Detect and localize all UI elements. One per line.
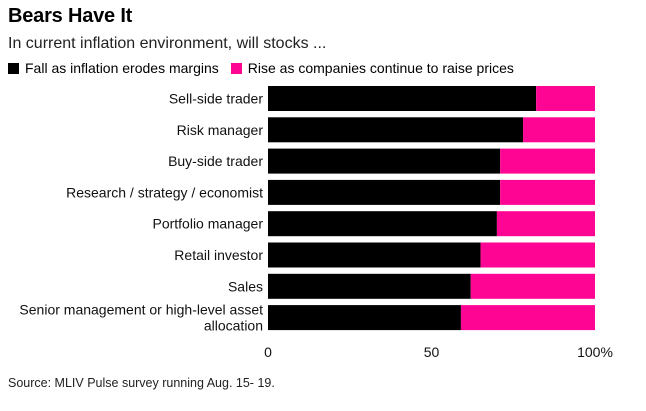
legend-label-fall: Fall as inflation erodes margins bbox=[25, 60, 219, 76]
category-label-2: Buy-side trader bbox=[168, 153, 263, 169]
chart-subtitle: In current inflation environment, will s… bbox=[8, 35, 327, 52]
bar-fall-5 bbox=[268, 242, 481, 268]
bar-rise-6 bbox=[470, 273, 595, 299]
bar-rise-7 bbox=[460, 305, 595, 331]
chart-title: Bears Have It bbox=[8, 5, 133, 27]
category-label-0: Sell-side trader bbox=[169, 91, 263, 107]
x-tick-label-1: 50 bbox=[424, 344, 440, 360]
legend: Fall as inflation erodes margins Rise as… bbox=[8, 60, 526, 76]
bar-fall-3 bbox=[268, 179, 501, 205]
category-label-7-line-0: Senior management or high-level asset bbox=[19, 302, 263, 318]
bar-rise-1 bbox=[523, 117, 595, 143]
legend-item-rise: Rise as companies continue to raise pric… bbox=[230, 60, 514, 76]
bar-fall-4 bbox=[268, 211, 497, 237]
bar-fall-7 bbox=[268, 305, 461, 331]
bar-rise-0 bbox=[536, 86, 595, 111]
source-note: Source: MLIV Pulse survey running Aug. 1… bbox=[8, 376, 275, 390]
x-tick-label-0: 0 bbox=[264, 344, 272, 360]
category-label-5: Retail investor bbox=[174, 247, 263, 263]
bar-fall-0 bbox=[268, 86, 537, 111]
x-tick-label-2: 100% bbox=[577, 344, 613, 360]
bar-fall-1 bbox=[268, 117, 524, 143]
bar-rise-4 bbox=[496, 211, 595, 237]
bar-rise-3 bbox=[500, 179, 595, 205]
bar-fall-6 bbox=[268, 273, 471, 299]
bar-fall-2 bbox=[268, 148, 501, 174]
bar-rise-2 bbox=[500, 148, 595, 174]
category-label-1: Risk manager bbox=[177, 122, 264, 138]
bar-rise-5 bbox=[480, 242, 595, 268]
category-label-7-line-1: allocation bbox=[204, 318, 263, 334]
legend-label-rise: Rise as companies continue to raise pric… bbox=[247, 60, 514, 76]
legend-item-fall: Fall as inflation erodes margins bbox=[8, 60, 219, 76]
legend-swatch-rise bbox=[230, 62, 242, 74]
category-label-6: Sales bbox=[228, 278, 263, 294]
legend-swatch-fall bbox=[8, 62, 19, 74]
category-label-4: Portfolio manager bbox=[152, 216, 263, 232]
category-label-3: Research / strategy / economist bbox=[66, 184, 263, 200]
